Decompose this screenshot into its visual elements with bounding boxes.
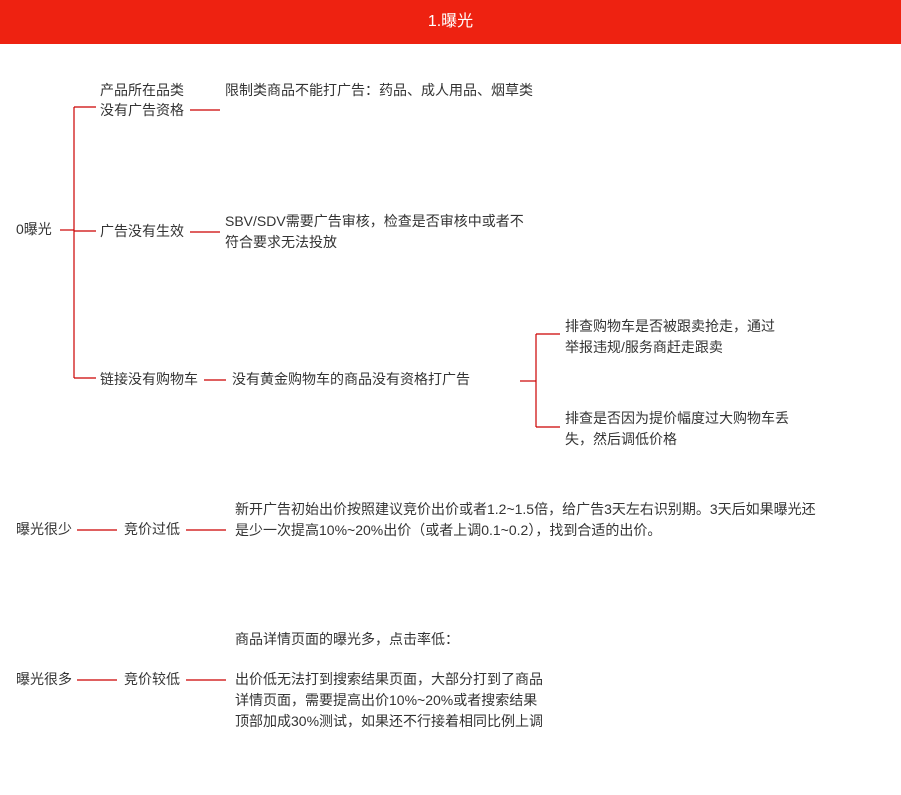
root-0-exposure-label: 0曝光 — [16, 221, 52, 237]
detail-low-bid: 新开广告初始出价按照建议竞价出价或者1.2~1.5倍，给广告3天左右识别期。3天… — [235, 499, 825, 541]
tree-diagram: 0曝光 产品所在品类 没有广告资格 限制类商品不能打广告：药品、成人用品、烟草类… — [0, 44, 901, 784]
header-title: 1.曝光 — [428, 13, 473, 30]
root-high-exposure-label: 曝光很多 — [16, 671, 72, 687]
node-no-ad-qualification-label: 没有广告资格 — [100, 102, 184, 118]
bracket-c3 — [520, 327, 560, 435]
node-bid-too-low-label: 竞价过低 — [124, 521, 180, 537]
root-low-exposure-label: 曝光很少 — [16, 521, 72, 537]
root-0-exposure: 0曝光 — [16, 219, 52, 240]
detail-sbv-sdv: SBV/SDV需要广告审核，检查是否审核中或者不符合要求无法投放 — [225, 211, 535, 253]
node-no-buybox-label: 链接没有购物车 — [100, 371, 198, 387]
detail-high-exposure-top-text: 商品详情页面的曝光多，点击率低： — [235, 631, 459, 647]
conn-c1 — [190, 104, 220, 116]
bracket-root1 — [60, 100, 96, 384]
node-bid-too-low: 竞价过低 — [124, 519, 180, 540]
detail-buybox-hijack-text: 排查购物车是否被跟卖抢走，通过举报违规/服务商赶走跟卖 — [565, 318, 775, 355]
conn-root3-detail — [186, 674, 226, 686]
conn-c2 — [190, 226, 220, 238]
detail-low-bid-text: 新开广告初始出价按照建议竞价出价或者1.2~1.5倍，给广告3天左右识别期。3天… — [235, 501, 816, 538]
detail-high-exposure-bottom: 出价低无法打到搜索结果页面，大部分打到了商品详情页面，需要提高出价10%~20%… — [235, 669, 545, 732]
detail-sbv-sdv-text: SBV/SDV需要广告审核，检查是否审核中或者不符合要求无法投放 — [225, 213, 524, 250]
node-bid-lower-label: 竞价较低 — [124, 671, 180, 687]
detail-restricted-categories: 限制类商品不能打广告：药品、成人用品、烟草类 — [225, 80, 533, 101]
node-category-pre: 产品所在品类 — [100, 80, 184, 101]
detail-high-exposure-top: 商品详情页面的曝光多，点击率低： — [235, 629, 459, 650]
node-ad-not-active: 广告没有生效 — [100, 221, 184, 242]
detail-no-gold-buybox-text: 没有黄金购物车的商品没有资格打广告 — [232, 371, 470, 387]
detail-restricted-categories-text: 限制类商品不能打广告：药品、成人用品、烟草类 — [225, 82, 533, 98]
conn-root2 — [77, 524, 117, 536]
header-banner: 1.曝光 — [0, 0, 901, 44]
conn-root2-detail — [186, 524, 226, 536]
node-ad-not-active-label: 广告没有生效 — [100, 223, 184, 239]
root-low-exposure: 曝光很少 — [16, 519, 72, 540]
detail-no-gold-buybox: 没有黄金购物车的商品没有资格打广告 — [232, 369, 470, 390]
detail-high-exposure-bottom-text: 出价低无法打到搜索结果页面，大部分打到了商品详情页面，需要提高出价10%~20%… — [235, 671, 543, 729]
detail-buybox-price: 排查是否因为提价幅度过大购物车丢失，然后调低价格 — [565, 408, 805, 450]
node-bid-lower: 竞价较低 — [124, 669, 180, 690]
conn-c3 — [204, 374, 226, 386]
conn-root3 — [77, 674, 117, 686]
node-no-ad-qualification: 没有广告资格 — [100, 100, 184, 121]
detail-buybox-price-text: 排查是否因为提价幅度过大购物车丢失，然后调低价格 — [565, 410, 789, 447]
node-category-pre-label: 产品所在品类 — [100, 82, 184, 98]
root-high-exposure: 曝光很多 — [16, 669, 72, 690]
detail-buybox-hijack: 排查购物车是否被跟卖抢走，通过举报违规/服务商赶走跟卖 — [565, 316, 785, 358]
node-no-buybox: 链接没有购物车 — [100, 369, 198, 390]
